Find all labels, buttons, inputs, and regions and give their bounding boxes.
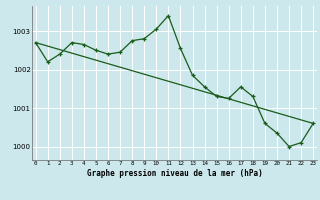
X-axis label: Graphe pression niveau de la mer (hPa): Graphe pression niveau de la mer (hPa) [86,169,262,178]
